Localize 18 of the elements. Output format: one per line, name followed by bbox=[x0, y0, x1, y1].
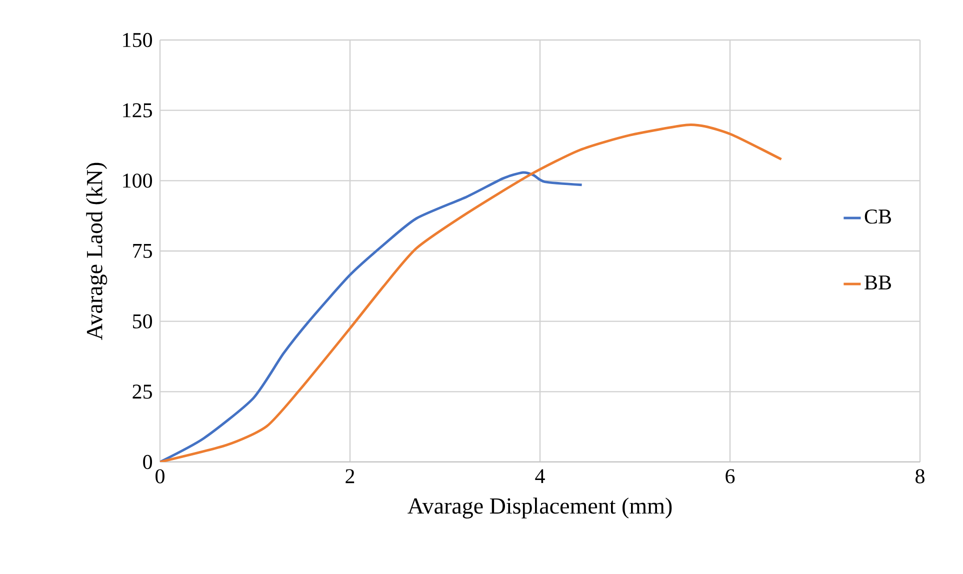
x-tick-label: 0 bbox=[156, 469, 164, 484]
y-tick-label: 75 bbox=[133, 244, 152, 258]
y-tick-label: 50 bbox=[133, 314, 152, 328]
x-axis-title: Avarage Displacement (mm) bbox=[408, 498, 672, 518]
line-series bbox=[160, 123, 783, 462]
x-tick-label: 6 bbox=[726, 469, 735, 484]
y-tick-label: 100 bbox=[123, 174, 152, 188]
y-tick-label: 125 bbox=[123, 103, 152, 118]
y-axis-title: Avarage Laod (kN) bbox=[86, 162, 108, 340]
x-tick-label: 8 bbox=[916, 469, 924, 484]
legend-label: CB bbox=[864, 210, 891, 224]
y-tick-label: 25 bbox=[132, 384, 152, 399]
x-tick-label: 4 bbox=[535, 469, 545, 484]
y-tick-label: 150 bbox=[123, 32, 152, 48]
legend-label: BB bbox=[864, 276, 891, 290]
x-tick-label: 2 bbox=[346, 469, 354, 484]
line-series bbox=[160, 171, 584, 462]
y-tick-label: 0 bbox=[143, 454, 152, 470]
